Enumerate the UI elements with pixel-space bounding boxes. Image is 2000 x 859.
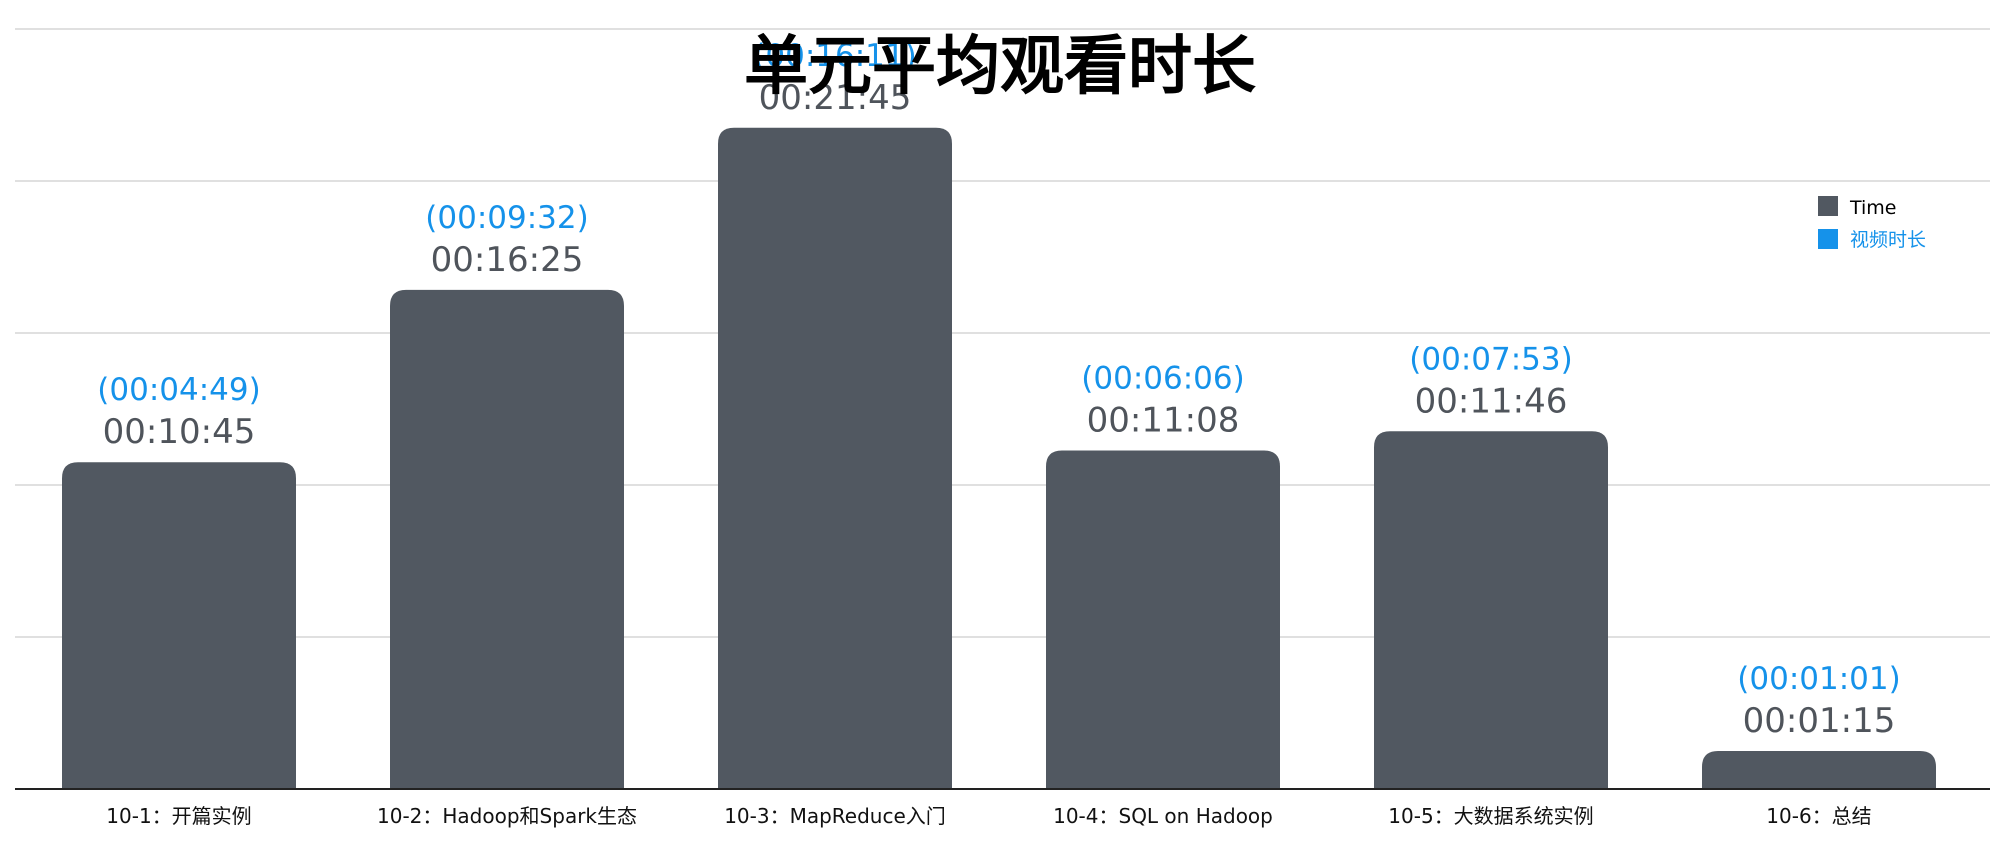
data-label-video: (00:01:01) <box>1737 661 1900 697</box>
data-label-time: 00:21:45 <box>759 78 912 118</box>
data-labels: 00:10:45 (00:04:49) 00:16:25 (00:09:32) 00:2… <box>97 38 1900 741</box>
data-label-time: 00:11:08 <box>1087 401 1240 441</box>
x-tick-label: 10-3：MapReduce入门 <box>724 804 946 828</box>
data-label-time: 00:11:46 <box>1415 381 1568 421</box>
data-label-video: (00:06:06) <box>1081 361 1244 397</box>
legend-label-video: 视频时长 <box>1850 229 1926 251</box>
x-tick-label: 10-4：SQL on Hadoop <box>1053 804 1273 828</box>
bar-time <box>1374 431 1608 789</box>
chart-title: 单元平均观看时长 <box>744 30 1256 104</box>
data-label-time: 00:10:45 <box>103 412 256 452</box>
x-tick-label: 10-1：开篇实例 <box>106 804 251 828</box>
data-label-time: 00:16:25 <box>431 240 584 280</box>
x-axis: 10-1：开篇实例 10-2：Hadoop和Spark生态 10-3：MapRedu… <box>15 788 1990 828</box>
x-tick-label: 10-5：大数据系统实例 <box>1388 804 1593 828</box>
bar-time <box>718 127 952 790</box>
data-label-video: (00:16:11) <box>753 38 916 74</box>
x-tick-label: 10-6：总结 <box>1766 804 1871 828</box>
x-tick-label: 10-2：Hadoop和Spark生态 <box>377 804 637 828</box>
data-label-time: 00:01:15 <box>1743 701 1896 741</box>
bar-time <box>1702 751 1936 789</box>
legend: Time 视频时长 <box>1818 196 1926 251</box>
legend-label-time: Time <box>1849 197 1897 219</box>
legend-swatch-video <box>1818 229 1838 249</box>
gridlines <box>15 28 1990 638</box>
bar-time <box>62 462 296 789</box>
bar-time <box>1046 450 1280 789</box>
legend-swatch-time <box>1818 196 1838 216</box>
bar-time <box>390 289 624 789</box>
data-label-video: (00:04:49) <box>97 372 260 408</box>
bars <box>62 127 1936 790</box>
data-label-video: (00:07:53) <box>1409 341 1572 377</box>
data-label-video: (00:09:32) <box>425 200 588 236</box>
